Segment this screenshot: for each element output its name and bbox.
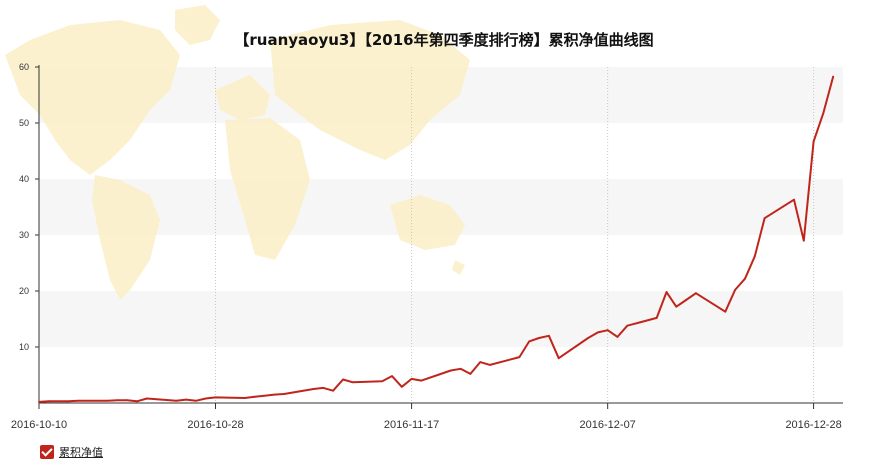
data-point (832, 75, 835, 78)
x-tick-label: 2016-11-17 (384, 419, 439, 431)
data-point (528, 340, 531, 343)
data-point (802, 239, 805, 242)
checkbox-checked-icon[interactable] (40, 445, 54, 459)
legend-label: 累积净值 (59, 446, 103, 459)
data-point (351, 381, 354, 384)
x-tick-label: 2016-10-10 (11, 419, 67, 431)
data-point (332, 389, 335, 392)
data-point (538, 337, 540, 339)
data-point (244, 397, 246, 399)
data-point (136, 400, 138, 403)
data-point (214, 396, 217, 399)
data-point (185, 398, 187, 401)
data-point (744, 277, 746, 280)
data-point (449, 369, 452, 372)
x-tick-label: 2016-12-28 (785, 419, 841, 431)
data-point (400, 385, 403, 388)
y-tick-label: 40 (19, 174, 29, 184)
data-point (587, 337, 589, 339)
data-point (724, 310, 727, 313)
data-point (381, 380, 384, 383)
data-point (822, 112, 825, 114)
data-point (655, 316, 658, 319)
data-point (106, 399, 109, 402)
data-point (753, 255, 756, 258)
y-tick-label: 50 (19, 118, 29, 128)
data-point (459, 367, 462, 370)
x-tick-label: 2016-12-07 (580, 419, 636, 431)
y-tick-label: 20 (19, 286, 29, 296)
data-point (606, 329, 609, 332)
data-point (145, 397, 148, 400)
data-point (793, 198, 795, 201)
data-point (812, 140, 815, 143)
vertical-gridlines (214, 67, 815, 403)
series-layer (38, 75, 835, 403)
chart-title: 【ruanyaoyu3】【2016年第四季度排行榜】累积净值曲线图 (234, 31, 653, 49)
data-point (410, 378, 413, 380)
data-point (77, 399, 80, 402)
data-point (194, 399, 197, 402)
data-point (734, 288, 737, 291)
data-point (273, 393, 276, 396)
data-point (596, 331, 599, 334)
data-point (253, 395, 256, 398)
data-point (312, 388, 315, 390)
data-point (469, 372, 472, 375)
data-point (695, 292, 697, 295)
data-point (126, 399, 129, 402)
data-point (38, 400, 40, 403)
data-point (420, 379, 423, 382)
data-point (116, 399, 119, 402)
y-axis: 10 20 30 40 50 60 (19, 62, 40, 403)
data-point (489, 364, 491, 366)
data-point (518, 356, 521, 358)
data-point (479, 361, 482, 364)
data-point (547, 334, 550, 337)
y-tick-label: 30 (19, 230, 29, 240)
data-point (263, 394, 266, 397)
grid-band (39, 291, 843, 347)
data-point (391, 375, 393, 378)
data-point (665, 291, 668, 294)
data-point (685, 299, 688, 301)
data-point (175, 399, 178, 402)
world-map-background (5, 5, 470, 300)
y-tick-label: 10 (19, 342, 29, 352)
data-point (322, 386, 325, 389)
data-point (675, 305, 678, 308)
x-tick-label: 2016-10-28 (187, 419, 243, 431)
x-axis: 2016-10-10 2016-10-28 2016-11-17 2016-12-07… (11, 402, 843, 431)
legend-item[interactable]: 累积净值 (40, 444, 103, 460)
data-point (204, 397, 207, 400)
data-point (67, 400, 70, 403)
data-point (626, 324, 629, 327)
y-tick-label: 60 (19, 62, 29, 72)
data-point (283, 393, 286, 395)
data-point (616, 336, 619, 338)
data-point (557, 357, 560, 360)
data-point (342, 378, 344, 381)
data-point (47, 400, 50, 403)
data-point (763, 217, 766, 220)
